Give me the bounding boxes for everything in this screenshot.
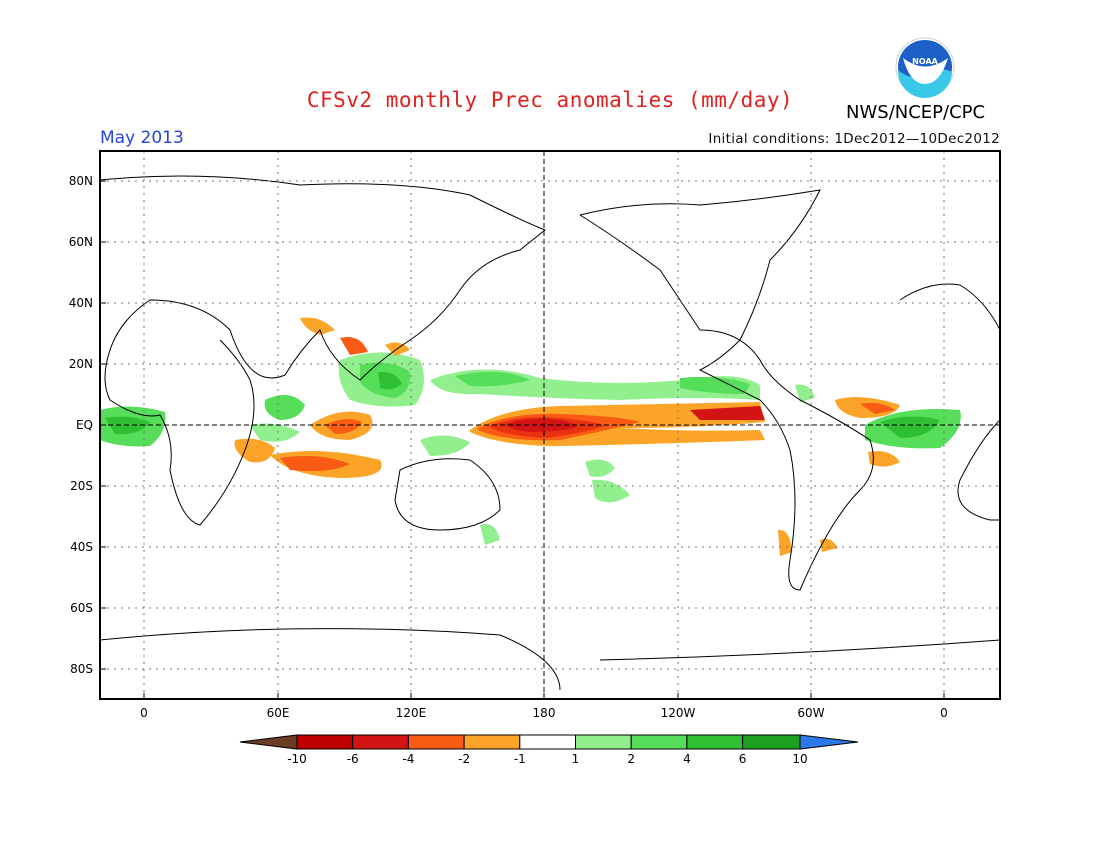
colorbar-label: 6	[739, 752, 747, 766]
lon-label: 0	[140, 706, 148, 720]
map-title: CFSv2 monthly Prec anomalies (mm/day)	[306, 88, 794, 112]
colorbar-bin	[575, 734, 632, 750]
colorbar-label: 1	[572, 752, 580, 766]
colorbar-label: -10	[287, 752, 307, 766]
noaa-logo: NOAA	[895, 37, 955, 98]
lon-label: 60W	[797, 706, 824, 720]
lat-label: 80S	[70, 662, 93, 676]
colorbar-min-arrow	[239, 734, 298, 750]
reference-lines	[100, 151, 1000, 699]
colorbar-label: -4	[402, 752, 414, 766]
colorbar-bin	[407, 734, 465, 750]
colorbar-bin	[296, 734, 354, 750]
colorbar-label: 4	[683, 752, 691, 766]
agency-label: NWS/NCEP/CPC	[846, 102, 986, 123]
colorbar-bin	[630, 734, 688, 750]
noaa-logo-text: NOAA	[912, 57, 938, 66]
colorbar-bin	[352, 734, 409, 750]
map-panel: 80N 60N 40N 20N EQ 20S 40S 60S 80S 0 60E…	[69, 150, 1001, 720]
forecast-month: May 2013	[100, 128, 184, 148]
latitude-labels: 80N 60N 40N 20N EQ 20S 40S 60S 80S	[69, 174, 93, 676]
colorbar-bin	[519, 734, 576, 750]
lon-label: 120E	[396, 706, 427, 720]
lat-label: EQ	[76, 418, 93, 432]
colorbar-label: -2	[458, 752, 470, 766]
lat-label: 40S	[70, 540, 93, 554]
axis-ticks	[100, 180, 945, 699]
lon-label: 180	[533, 706, 556, 720]
lat-label: 80N	[69, 174, 93, 188]
colorbar-bin	[463, 734, 521, 750]
colorbar-label: 2	[627, 752, 635, 766]
initial-conditions: Initial conditions: 1Dec2012—10Dec2012	[708, 131, 1000, 147]
lat-label: 60S	[70, 601, 93, 615]
graticule	[100, 151, 1000, 699]
colorbar-label: 10	[792, 752, 807, 766]
lat-label: 60N	[69, 235, 93, 249]
lon-label: 60E	[267, 706, 290, 720]
lon-label: 0	[940, 706, 948, 720]
colorbar-bin	[686, 734, 744, 750]
colorbar: -10 -6 -4 -2 -1 1 2 4 6 10	[239, 734, 859, 766]
coastlines	[99, 175, 1001, 691]
colorbar-label: -1	[514, 752, 526, 766]
longitude-labels: 0 60E 120E 180 120W 60W 0	[140, 706, 948, 720]
lat-label: 20N	[69, 357, 93, 371]
colorbar-bin	[742, 734, 801, 750]
colorbar-max-arrow	[799, 734, 859, 750]
lat-label: 40N	[69, 296, 93, 310]
anomaly-shading	[100, 317, 961, 556]
lat-label: 20S	[70, 479, 93, 493]
colorbar-label: -6	[347, 752, 359, 766]
lon-label: 120W	[661, 706, 696, 720]
